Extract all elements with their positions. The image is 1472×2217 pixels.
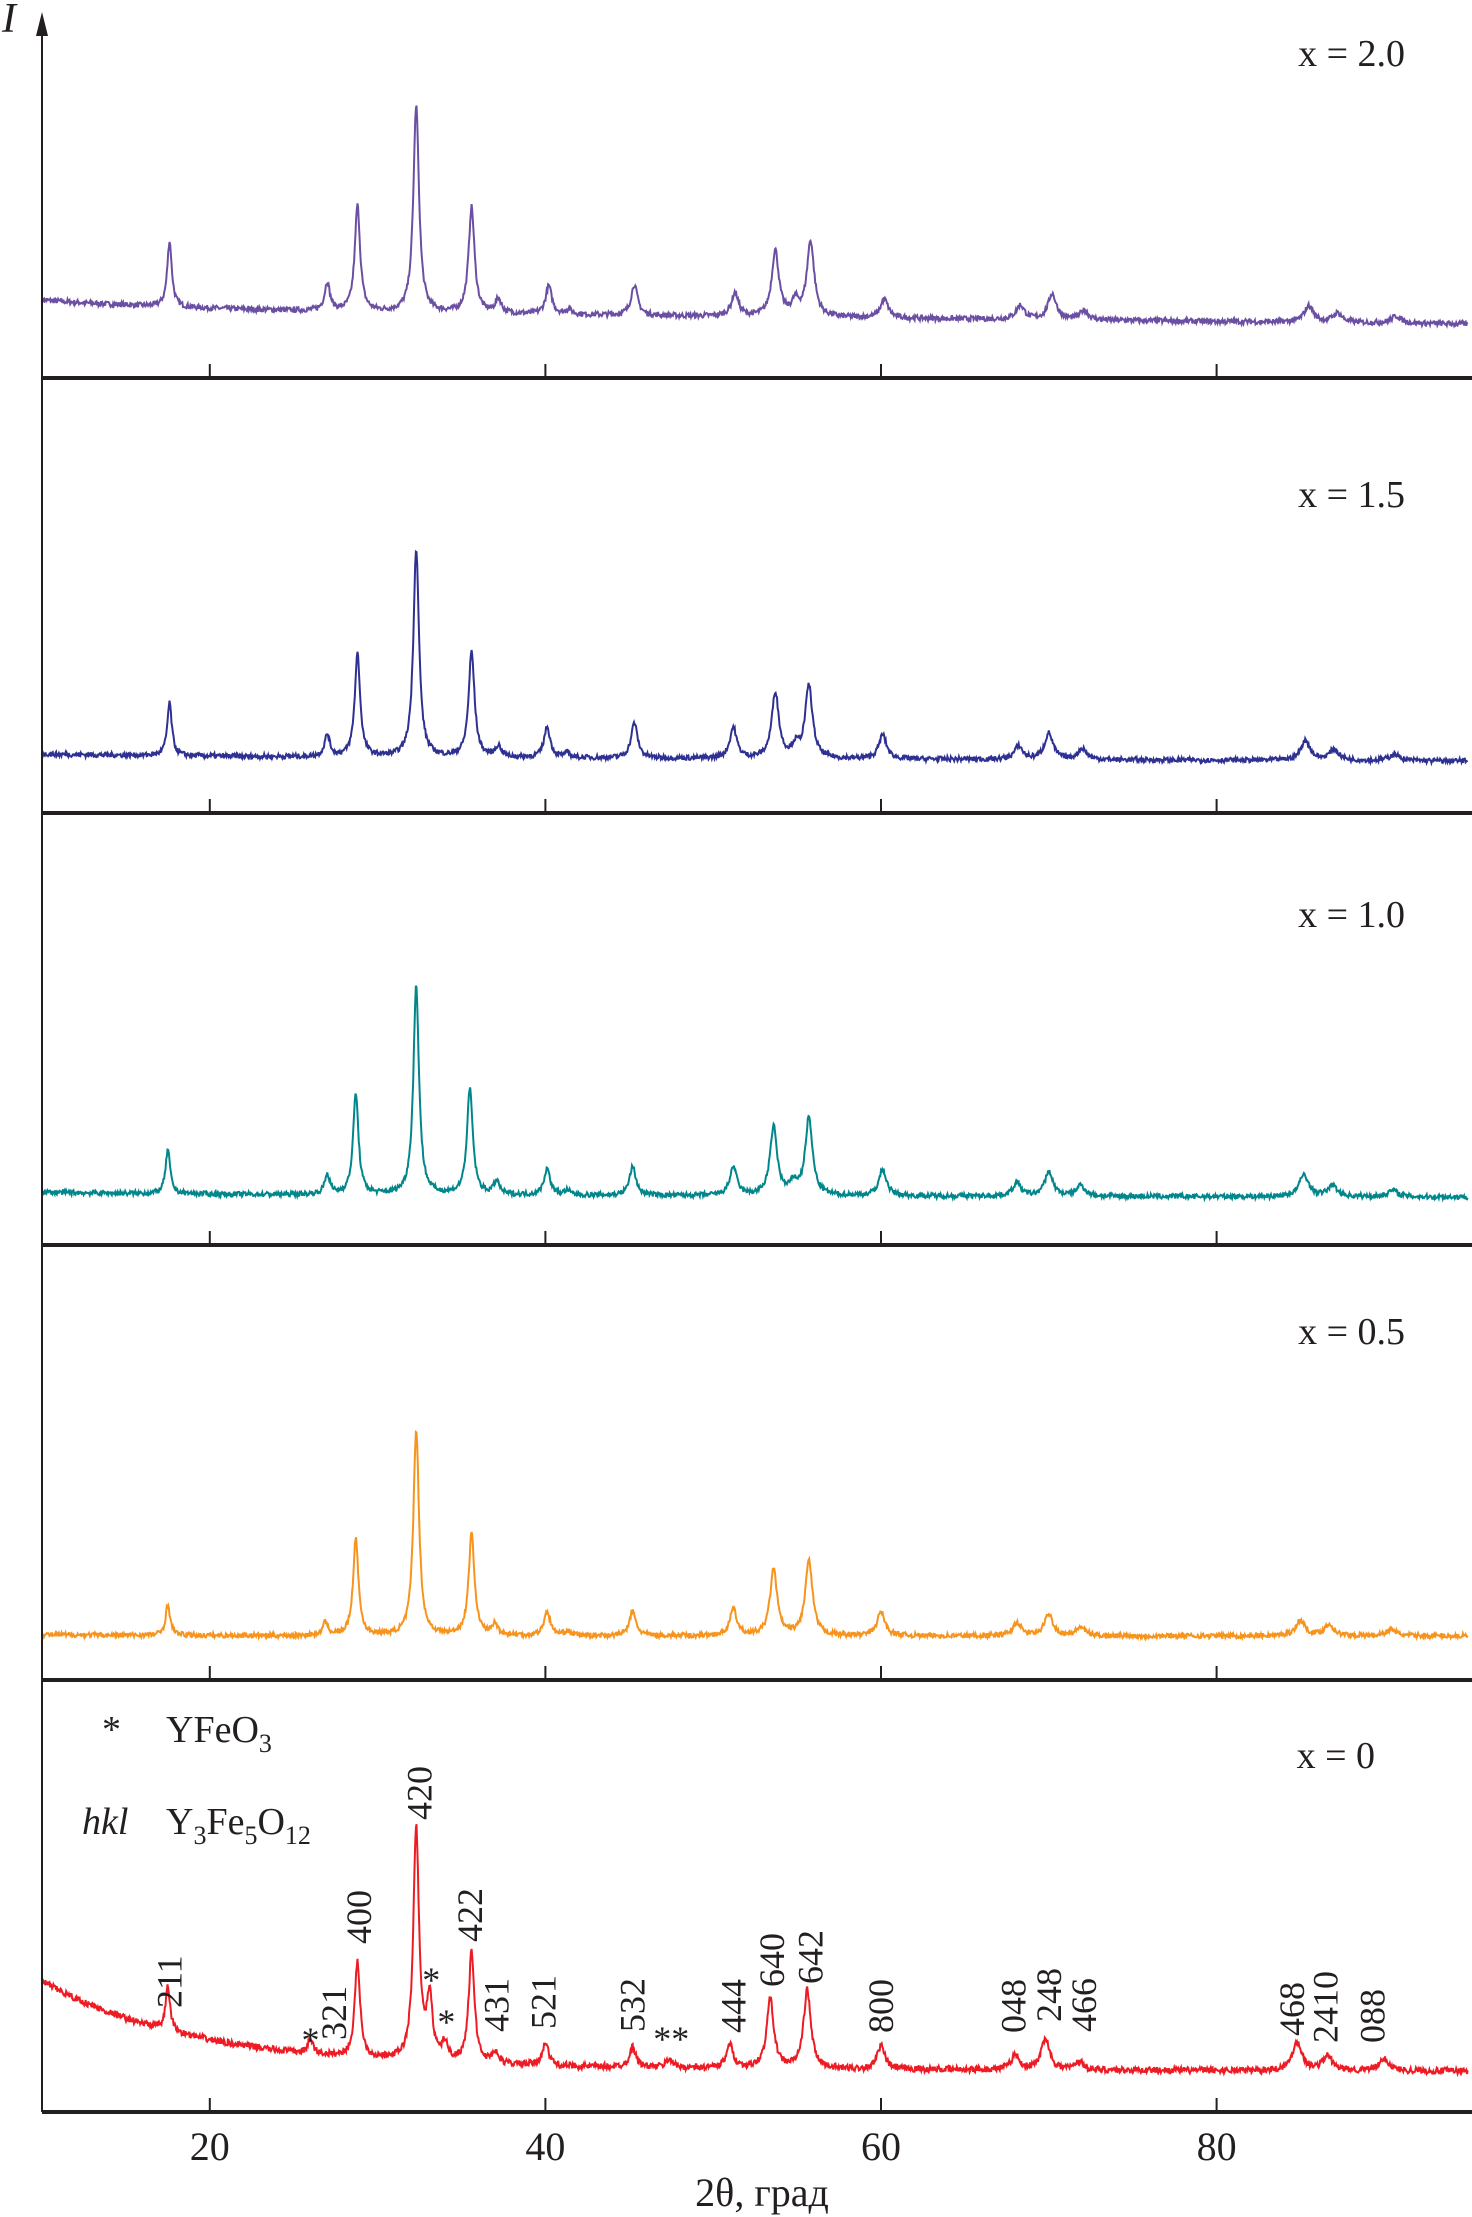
hkl-label: 211 [150, 1955, 190, 2008]
hkl-label: 321 [314, 1986, 354, 2040]
series-label: x = 1.5 [1298, 474, 1405, 516]
series-line [41, 1823, 1469, 2078]
hkl-label: 444 [713, 1979, 753, 2033]
series-line [41, 105, 1469, 329]
hkl-label: 642 [791, 1930, 831, 1984]
x-tick-label: 80 [1197, 2124, 1237, 2169]
series-label: x = 1.0 [1298, 894, 1405, 936]
x-axis-label: 2θ, град [695, 2170, 829, 2215]
impurity-marker: * [301, 2020, 319, 2060]
panel-1.0: x = 1.0 [41, 894, 1472, 1247]
series-line [41, 985, 1469, 1203]
panel-0.5: x = 0.5 [41, 1311, 1472, 1682]
hkl-label: 468 [1272, 1982, 1312, 2036]
impurity-marker: ** [653, 2019, 689, 2059]
panel-2.0: x = 2.0 [41, 33, 1472, 380]
series-label: x = 0 [1297, 1735, 1375, 1777]
hkl-label: 048 [994, 1979, 1034, 2033]
hkl-label: 400 [339, 1890, 379, 1944]
legend-marker-yfeo3: * [102, 1709, 121, 1751]
series-label: x = 2.0 [1298, 33, 1405, 75]
legend-yfeo3: YFeO3 [166, 1709, 272, 1758]
panel-0: x = 0 [41, 1735, 1472, 2114]
series-line [41, 549, 1469, 767]
panel-1.5: x = 1.5 [41, 474, 1472, 815]
series-line [41, 1430, 1469, 1642]
y-axis-label: I [1, 0, 18, 42]
hkl-label: 521 [524, 1975, 564, 2029]
legend-yig: Y3Fe5O12 [166, 1801, 311, 1850]
impurity-marker: * [437, 2002, 455, 2042]
legend-marker-hkl: hkl [82, 1801, 128, 1843]
hkl-label: 800 [861, 1979, 901, 2033]
hkl-label: 640 [752, 1933, 792, 1987]
impurity-marker: * [422, 1960, 440, 2000]
y-axis-arrow [36, 12, 48, 36]
hkl-label: 420 [400, 1766, 440, 1820]
hkl-label: 466 [1064, 1978, 1104, 2032]
x-tick-label: 20 [190, 2124, 230, 2169]
hkl-label: 088 [1353, 1989, 1393, 2043]
hkl-label: 2410 [1306, 1971, 1346, 2043]
series-label: x = 0.5 [1298, 1311, 1405, 1353]
hkl-label: 422 [450, 1888, 490, 1942]
hkl-label: 431 [477, 1978, 517, 2032]
hkl-label: 248 [1029, 1968, 1069, 2022]
legend: * YFeO3 hkl Y3Fe5O12 [82, 1709, 311, 1850]
x-tick-label: 60 [861, 2124, 901, 2169]
x-tick-label: 40 [525, 2124, 565, 2169]
hkl-label: 532 [613, 1978, 653, 2032]
